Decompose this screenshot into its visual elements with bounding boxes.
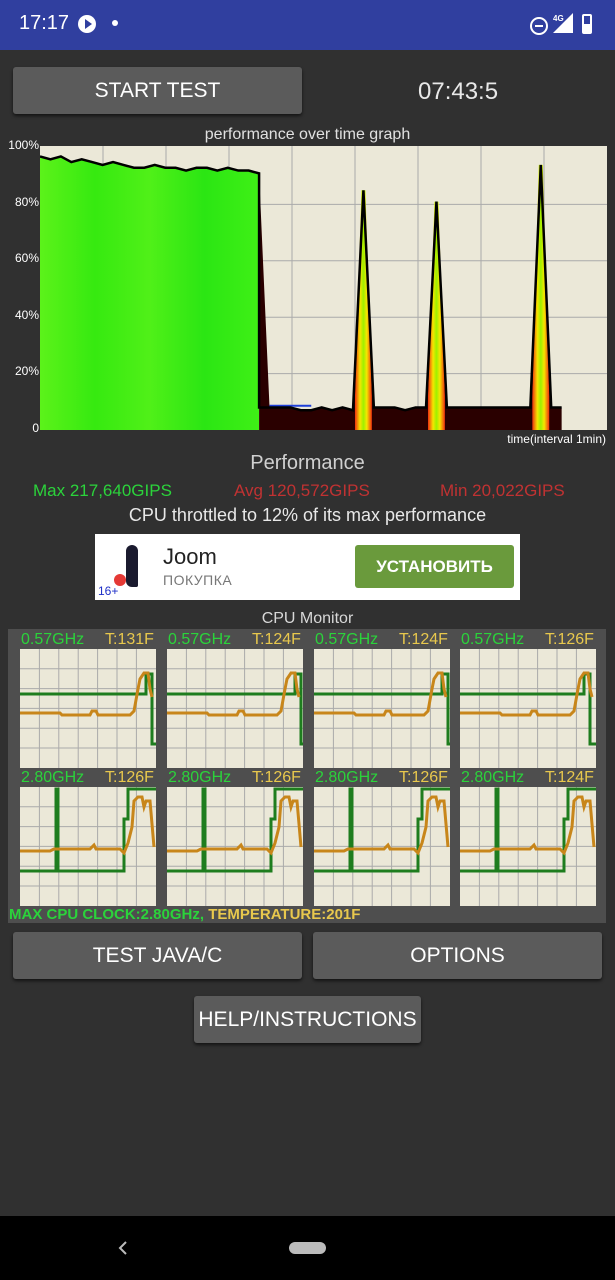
core-graph bbox=[20, 787, 156, 906]
performance-spike bbox=[354, 190, 372, 430]
core-frequency: 0.57GHz bbox=[168, 631, 232, 648]
logo-dot-icon bbox=[114, 574, 126, 586]
performance-heading: Performance bbox=[250, 452, 365, 474]
battery-icon bbox=[582, 14, 592, 34]
core-frequency: 0.57GHz bbox=[461, 631, 525, 648]
core-temperature: T:126F bbox=[545, 631, 594, 648]
ad-subtitle: ПОКУПКА bbox=[163, 572, 233, 588]
y-tick-100: 100% bbox=[8, 138, 39, 152]
y-tick-40: 40% bbox=[14, 308, 39, 322]
help-instructions-button[interactable]: HELP/INSTRUCTIONS bbox=[194, 996, 421, 1043]
core-graph bbox=[314, 649, 450, 768]
play-icon bbox=[78, 15, 96, 33]
options-button[interactable]: OPTIONS bbox=[313, 932, 602, 979]
max-cpu-clock: MAX CPU CLOCK:2.80GHz, bbox=[9, 906, 205, 923]
y-tick-20: 20% bbox=[14, 364, 39, 378]
core-graph bbox=[460, 787, 596, 906]
status-bar: 17:17 4G bbox=[0, 0, 615, 50]
ad-app-name: Joom bbox=[163, 544, 217, 569]
min-performance: Min 20,022GIPS bbox=[440, 481, 565, 500]
y-tick-0: 0 bbox=[32, 421, 39, 435]
core-frequency: 2.80GHz bbox=[168, 769, 232, 786]
core-temperature: T:126F bbox=[252, 769, 301, 786]
core-temperature: T:124F bbox=[252, 631, 301, 648]
core-temperature: T:131F bbox=[105, 631, 154, 648]
core-graph bbox=[20, 649, 156, 768]
x-axis-label: time(interval 1min) bbox=[507, 432, 606, 446]
cpu-monitor-title: CPU Monitor bbox=[261, 610, 354, 627]
max-cpu-clock-line: MAX CPU CLOCK:2.80GHz, TEMPERATURE:201F bbox=[9, 906, 360, 923]
navigation-bar bbox=[0, 1216, 615, 1280]
throttle-message: CPU throttled to 12% of its max performa… bbox=[128, 505, 487, 525]
notification-dot-icon bbox=[112, 20, 118, 26]
do-not-disturb-icon bbox=[530, 17, 548, 35]
core-frequency: 2.80GHz bbox=[315, 769, 379, 786]
core-frequency: 2.80GHz bbox=[461, 769, 525, 786]
core-graph bbox=[314, 787, 450, 906]
core-temperature: T:126F bbox=[105, 769, 154, 786]
core-temperature: T:124F bbox=[545, 769, 594, 786]
core-frequency: 0.57GHz bbox=[21, 631, 85, 648]
performance-line bbox=[40, 155, 562, 412]
performance-spike bbox=[532, 164, 550, 430]
core-temperature: T:124F bbox=[399, 631, 448, 648]
avg-performance: Avg 120,572GIPS bbox=[234, 481, 370, 500]
y-tick-80: 80% bbox=[14, 195, 39, 209]
test-java-c-button[interactable]: TEST JAVA/C bbox=[13, 932, 302, 979]
y-tick-60: 60% bbox=[14, 251, 39, 265]
test-timer: 07:43:5 bbox=[418, 78, 499, 105]
core-temperature: T:126F bbox=[399, 769, 448, 786]
start-test-button[interactable]: START TEST bbox=[13, 67, 302, 114]
network-type-label: 4G bbox=[553, 14, 564, 23]
max-temperature: TEMPERATURE:201F bbox=[204, 906, 361, 923]
status-time: 17:17 bbox=[19, 12, 70, 34]
core-graph bbox=[167, 649, 303, 768]
back-icon[interactable] bbox=[116, 1240, 130, 1256]
home-pill-icon[interactable] bbox=[289, 1242, 326, 1254]
ad-age-rating: 16+ bbox=[98, 584, 119, 598]
graph-title: performance over time graph bbox=[204, 126, 411, 143]
high-performance-area bbox=[40, 156, 260, 430]
ad-install-button[interactable]: УСТАНОВИТЬ bbox=[355, 545, 514, 588]
performance-graph bbox=[40, 146, 607, 430]
core-graph bbox=[460, 649, 596, 768]
core-graph bbox=[167, 787, 303, 906]
core-frequency: 0.57GHz bbox=[315, 631, 379, 648]
signal-icon bbox=[553, 13, 573, 33]
ad-banner[interactable]: 16+ Joom ПОКУПКА УСТАНОВИТЬ bbox=[95, 534, 520, 600]
joom-logo-icon bbox=[126, 545, 138, 587]
max-performance: Max 217,640GIPS bbox=[33, 481, 172, 500]
core-frequency: 2.80GHz bbox=[21, 769, 85, 786]
performance-spike bbox=[428, 201, 445, 430]
